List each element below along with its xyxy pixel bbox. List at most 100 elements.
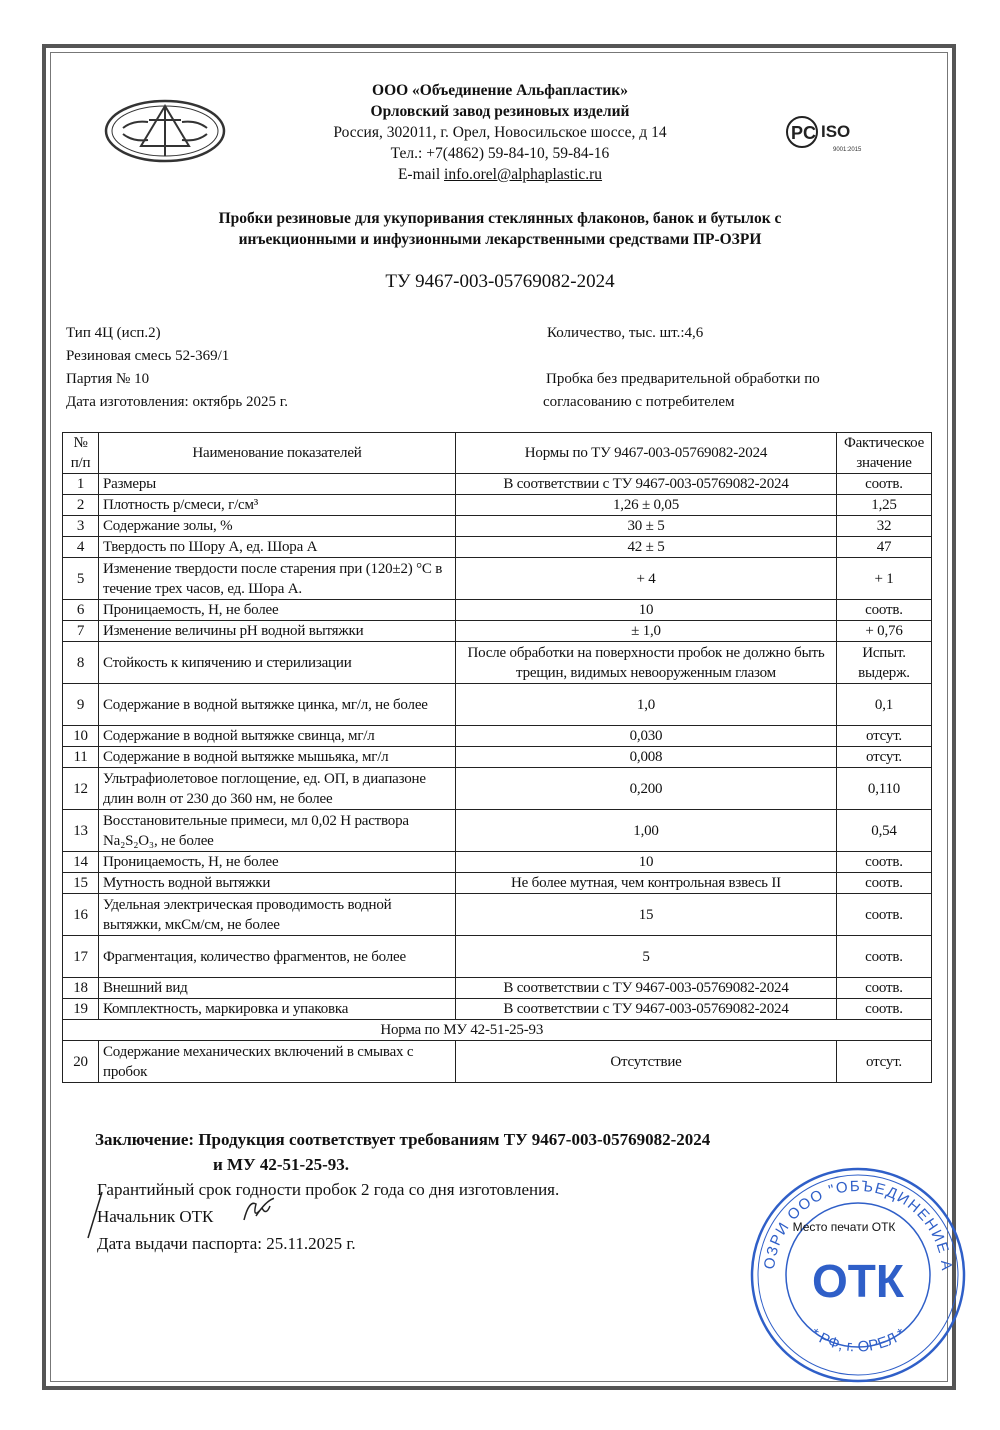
company-phone: Тел.: +7(4862) 59-84-10, 59-84-16: [390, 145, 610, 162]
company-logo: [104, 99, 226, 163]
row-indicator-name: Ультрафиолетовое поглощение, ед. ОП, в д…: [98, 767, 456, 810]
row-norm: ± 1,0: [455, 620, 837, 642]
row-norm: В соответствии с ТУ 9467-003-05769082-20…: [455, 977, 837, 999]
table-row: 8 Стойкость к кипячению и стерилизации Пос…: [62, 641, 932, 684]
row-actual-value: 1,25: [836, 494, 932, 516]
conclusion: Заключение: Продукция соответствует треб…: [95, 1127, 710, 1177]
table-row: 5 Изменение твердости после старения при …: [62, 557, 932, 600]
row-actual-value: отсут.: [836, 1040, 932, 1083]
row-actual-value: соотв.: [836, 998, 932, 1020]
signature: [87, 1191, 274, 1239]
table-row: 3 Содержание золы, % 30 ± 5 32: [62, 515, 932, 537]
test-results-table: № п/п Наименование показателей Нормы по Т…: [62, 432, 932, 1083]
row-number: 9: [62, 683, 99, 726]
row-actual-value: + 0,76: [836, 620, 932, 642]
row-indicator-name: Удельная электрическая проводимость водн…: [98, 893, 456, 936]
row-number: 15: [62, 872, 99, 894]
row-norm: 0,008: [455, 746, 837, 768]
svg-text:* РФ, г. ОРЕЛ *: * РФ, г. ОРЕЛ *: [807, 1325, 908, 1355]
section-row: Норма по МУ 42-51-25-93: [62, 1019, 932, 1041]
row-actual-value: соотв.: [836, 893, 932, 936]
warranty-text: Гарантийный срок годности пробок 2 года …: [97, 1180, 560, 1199]
row-number: 19: [62, 998, 99, 1020]
batch-number: Партия № 10: [66, 371, 150, 387]
row-indicator-name: Стойкость к кипячению и стерилизации: [98, 641, 456, 684]
row-indicator-name: Мутность водной вытяжки: [98, 872, 456, 894]
email-link[interactable]: info.orel@alphaplastic.ru: [444, 166, 603, 183]
row-norm: 1,0: [455, 683, 837, 726]
row-indicator-name: Комплектность, маркировка и упаковка: [98, 998, 456, 1020]
row-indicator-name: Твердость по Шору А, ед. Шора А: [98, 536, 456, 558]
product-meta-left: Тип 4Ц (исп.2) Резиновая смесь 52-369/1 …: [66, 322, 288, 414]
row-indicator-name: Фрагментация, количество фрагментов, не …: [98, 935, 456, 978]
row-indicator-name: Восстановительные примеси, мл 0,02 Н рас…: [98, 809, 456, 852]
row-number: 18: [62, 977, 99, 999]
product-title: Пробки резиновые для укупоривания стекля…: [120, 208, 880, 250]
row-actual-value: 0,1: [836, 683, 932, 726]
processing-note: Пробка без предварительной обработки по …: [543, 368, 820, 414]
table-row: 2 Плотность р/смеси, г/см³ 1,26 ± 0,05 1,25: [62, 494, 932, 516]
row-number: 4: [62, 536, 99, 558]
row-number: 3: [62, 515, 99, 537]
row-number: 6: [62, 599, 99, 621]
row-number: 8: [62, 641, 99, 684]
spec-number: ТУ 9467-003-05769082-2024: [385, 271, 615, 292]
table-row: 13 Восстановительные примеси, мл 0,02 Н р…: [62, 809, 932, 852]
table-row: 1 Размеры В соответствии с ТУ 9467-003-057…: [62, 473, 932, 495]
row-actual-value: соотв.: [836, 872, 932, 894]
table-row: 4 Твердость по Шору А, ед. Шора А 42 ± 5 47: [62, 536, 932, 558]
row-actual-value: соотв.: [836, 977, 932, 999]
company-header: ООО «Объединение Альфапластик» Орловский…: [250, 80, 750, 185]
row-indicator-name: Изменение твердости после старения при (…: [98, 557, 456, 600]
row-norm: 30 ± 5: [455, 515, 837, 537]
page-border: [42, 44, 956, 1390]
row-norm: 10: [455, 599, 837, 621]
table-header-row: № п/п Наименование показателей Нормы по Т…: [62, 432, 932, 474]
header-num: № п/п: [62, 432, 99, 474]
company-name: ООО «Объединение Альфапластик»: [372, 82, 628, 99]
row-norm: Не более мутная, чем контрольная взвесь …: [455, 872, 837, 894]
iso-certification-logo: PC ISO 9001:2015: [786, 116, 862, 153]
row-number: 11: [62, 746, 99, 768]
row-actual-value: 0,54: [836, 809, 932, 852]
row-number: 10: [62, 725, 99, 747]
table-row: 20 Содержание механических включений в см…: [62, 1040, 932, 1083]
row-actual-value: соотв.: [836, 473, 932, 495]
product-title-line2: инъекционными и инфузионными лекарственн…: [238, 231, 762, 248]
product-type: Тип 4Ц (исп.2): [66, 325, 161, 341]
row-indicator-name: Проницаемость, Н, не более: [98, 599, 456, 621]
svg-text:ISO: ISO: [821, 122, 850, 141]
row-norm: 5: [455, 935, 837, 978]
table-row: 18 Внешний вид В соответствии с ТУ 9467-00…: [62, 977, 932, 999]
row-norm: 42 ± 5: [455, 536, 837, 558]
conclusion-line1: Заключение: Продукция соответствует треб…: [95, 1130, 711, 1149]
processing-note-line2: согласованию с потребителем: [543, 394, 735, 410]
svg-text:9001:2015: 9001:2015: [833, 147, 862, 153]
row-norm: Отсутствие: [455, 1040, 837, 1083]
row-number: 5: [62, 557, 99, 600]
rubber-mix: Резиновая смесь 52-369/1: [66, 348, 230, 364]
table-row: 15 Мутность водной вытяжки Не более мутная…: [62, 872, 932, 894]
conclusion-line2: и МУ 42-51-25-93.: [213, 1155, 350, 1174]
row-norm: В соответствии с ТУ 9467-003-05769082-20…: [455, 473, 837, 495]
row-indicator-name: Содержание механических включений в смыв…: [98, 1040, 456, 1083]
product-title-line1: Пробки резиновые для укупоривания стекля…: [218, 210, 782, 227]
row-norm: + 4: [455, 557, 837, 600]
row-norm: 0,200: [455, 767, 837, 810]
row-indicator-name: Содержание золы, %: [98, 515, 456, 537]
chief-label: Начальник ОТК: [97, 1207, 214, 1226]
stamp-place-label: Место печати ОТК: [793, 1220, 896, 1234]
table-row: 16 Удельная электрическая проводимость во…: [62, 893, 932, 936]
page-border-inner: [50, 52, 948, 1382]
table-row: 14 Проницаемость, Н, не более 10 соотв.: [62, 851, 932, 873]
section-label: Норма по МУ 42-51-25-93: [98, 1019, 932, 1041]
table-row: 9 Содержание в водной вытяжке цинка, мг/л…: [62, 683, 932, 726]
row-indicator-name: Плотность р/смеси, г/см³: [98, 494, 456, 516]
row-actual-value: соотв.: [836, 851, 932, 873]
row-norm: 1,26 ± 0,05: [455, 494, 837, 516]
row-actual-value: отсут.: [836, 725, 932, 747]
table-row: 7 Изменение величины pH водной вытяжки ± 1…: [62, 620, 932, 642]
plant-name: Орловский завод резиновых изделий: [370, 103, 630, 120]
row-indicator-name: Содержание в водной вытяжке мышьяка, мг/…: [98, 746, 456, 768]
table-row: 19 Комплектность, маркировка и упаковка В …: [62, 998, 932, 1020]
